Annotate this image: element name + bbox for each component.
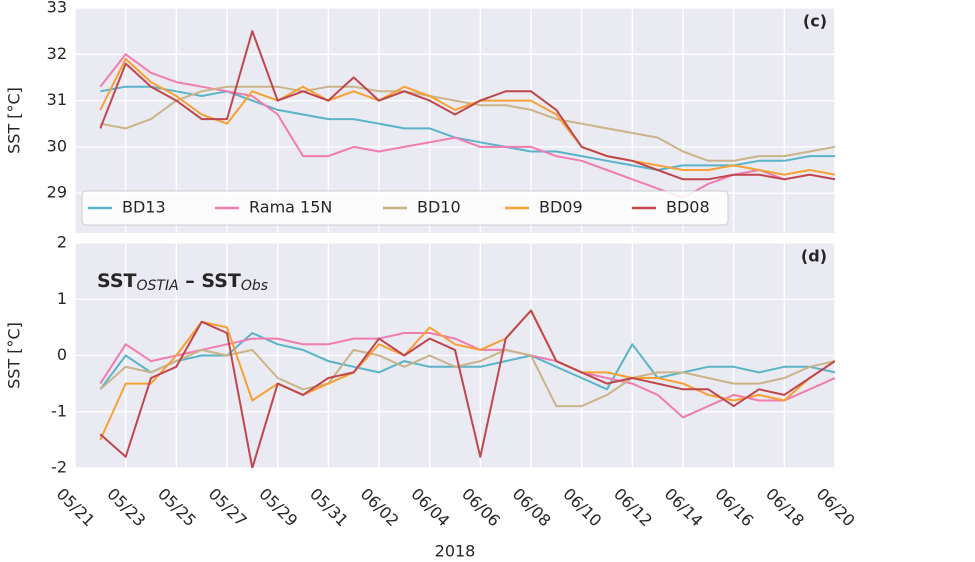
panel-label: (c) xyxy=(803,12,827,31)
y-tick-label: -1 xyxy=(51,401,67,420)
y-tick-label: 32 xyxy=(47,44,67,63)
x-tick-label: 06/02 xyxy=(357,484,403,530)
y-tick-label: 29 xyxy=(47,183,67,202)
x-tick-label: 06/08 xyxy=(509,484,555,530)
annotation-part: Obs xyxy=(241,278,268,294)
x-tick-label: 05/31 xyxy=(306,484,352,530)
y-tick-label: 30 xyxy=(47,136,67,155)
y-tick-label: 1 xyxy=(57,289,67,308)
x-tick-label: 06/16 xyxy=(711,484,757,530)
legend-label: Rama 15N xyxy=(249,198,332,217)
x-tick-label: 06/20 xyxy=(813,484,859,530)
y-axis-label: SST [°C] xyxy=(5,87,24,154)
x-tick-label: 06/06 xyxy=(458,484,504,530)
legend-label: BD08 xyxy=(666,198,710,217)
annotation-part: SST xyxy=(97,270,137,292)
annotation: SSTOSTIA – SSTObs xyxy=(97,270,268,295)
y-tick-label: 33 xyxy=(47,0,67,17)
y-tick-label: 2 xyxy=(57,233,67,252)
x-tick-label: 05/21 xyxy=(53,484,99,530)
x-tick-label: 06/12 xyxy=(610,484,656,530)
series-group xyxy=(99,30,835,199)
series-line xyxy=(99,53,835,199)
annotation-part: – xyxy=(179,270,202,292)
x-tick-label: 05/23 xyxy=(103,484,149,530)
x-tick-label: 05/25 xyxy=(154,484,200,530)
panel-label: (d) xyxy=(801,247,827,266)
annotation-part: OSTIA xyxy=(136,278,178,294)
x-tick-label: 05/29 xyxy=(255,484,301,530)
x-tick-label: 06/10 xyxy=(559,484,605,530)
series-line xyxy=(99,309,835,468)
series-line xyxy=(99,309,835,441)
x-tick-label: 06/04 xyxy=(407,484,453,530)
x-tick-label: 06/14 xyxy=(661,484,707,530)
y-axis-label: SST [°C] xyxy=(5,322,24,389)
y-tick-label: 31 xyxy=(47,90,67,109)
x-axis-label: 2018 xyxy=(435,542,476,561)
x-tick-label: 06/18 xyxy=(762,484,808,530)
x-tick-label: 05/27 xyxy=(205,484,251,530)
series-line xyxy=(100,85,835,171)
legend-label: BD10 xyxy=(417,198,461,217)
legend-label: BD13 xyxy=(122,198,166,217)
series-line xyxy=(100,85,835,162)
legend-label: BD09 xyxy=(539,198,583,217)
series-line xyxy=(99,57,835,176)
series-line xyxy=(99,30,835,181)
y-tick-label: -2 xyxy=(51,458,67,477)
series-group xyxy=(99,309,835,468)
series-line xyxy=(99,332,835,419)
series-line xyxy=(99,348,835,408)
y-tick-label: 0 xyxy=(57,345,67,364)
annotation-part: SST xyxy=(201,270,241,292)
